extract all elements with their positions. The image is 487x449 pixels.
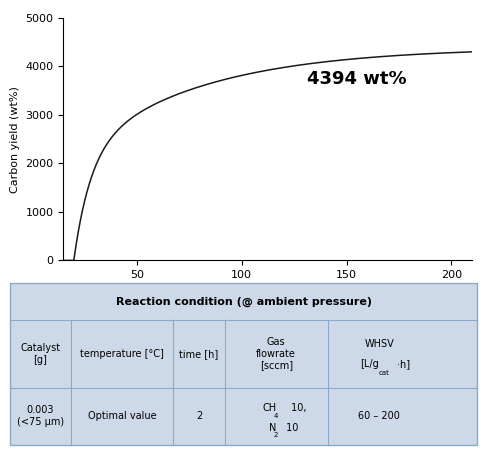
Text: N: N bbox=[269, 423, 276, 432]
Text: Reaction condition (@ ambient pressure): Reaction condition (@ ambient pressure) bbox=[115, 296, 372, 307]
Text: Gas
flowrate
[sccm]: Gas flowrate [sccm] bbox=[256, 337, 296, 370]
Text: WHSV: WHSV bbox=[364, 339, 394, 349]
Text: 10,: 10, bbox=[288, 403, 306, 413]
Text: ·h]: ·h] bbox=[397, 359, 410, 369]
Text: Catalyst
[g]: Catalyst [g] bbox=[20, 343, 60, 365]
Text: 2: 2 bbox=[274, 432, 278, 438]
Text: 4394 wt%: 4394 wt% bbox=[307, 70, 407, 88]
Text: Optimal value: Optimal value bbox=[88, 411, 156, 421]
Text: 60 – 200: 60 – 200 bbox=[358, 411, 400, 421]
Text: temperature [°C]: temperature [°C] bbox=[80, 349, 164, 359]
Text: [L/g: [L/g bbox=[360, 359, 379, 369]
Text: 4: 4 bbox=[274, 413, 278, 419]
Y-axis label: Carbon yield (wt%): Carbon yield (wt%) bbox=[10, 86, 20, 193]
Text: 2: 2 bbox=[196, 411, 202, 421]
Text: 10: 10 bbox=[283, 423, 298, 432]
Text: CH: CH bbox=[262, 403, 276, 413]
FancyBboxPatch shape bbox=[10, 283, 477, 445]
Text: cat: cat bbox=[378, 370, 390, 376]
X-axis label: Time (min): Time (min) bbox=[230, 286, 306, 299]
Text: 0.003
(<75 μm): 0.003 (<75 μm) bbox=[17, 405, 64, 427]
Text: time [h]: time [h] bbox=[180, 349, 219, 359]
